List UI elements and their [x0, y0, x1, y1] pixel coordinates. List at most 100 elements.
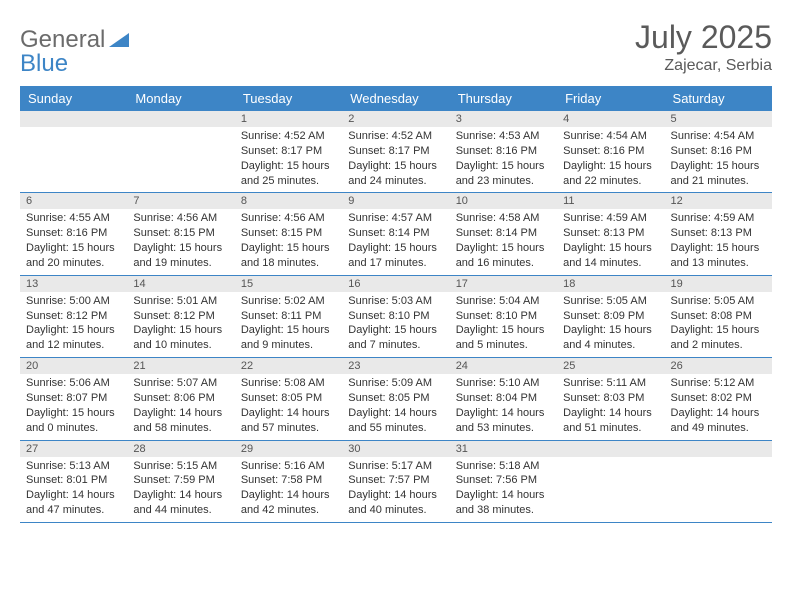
sunrise-line: Sunrise: 5:11 AM — [563, 376, 658, 391]
day-body — [20, 127, 127, 133]
day-number: . — [127, 111, 234, 127]
day-body: Sunrise: 5:16 AMSunset: 7:58 PMDaylight:… — [235, 457, 342, 522]
sunrise-line: Sunrise: 4:59 AM — [671, 211, 766, 226]
weekday-saturday: Saturday — [665, 86, 772, 111]
sunset-line: Sunset: 8:15 PM — [133, 226, 228, 241]
sunset-line: Sunset: 7:58 PM — [241, 473, 336, 488]
title-month: July 2025 — [635, 20, 772, 55]
day-number: 11 — [557, 193, 664, 209]
day-number: 4 — [557, 111, 664, 127]
day-number: 16 — [342, 276, 449, 292]
day-body: Sunrise: 4:55 AMSunset: 8:16 PMDaylight:… — [20, 209, 127, 274]
sunrise-line: Sunrise: 5:15 AM — [133, 459, 228, 474]
day-body: Sunrise: 4:56 AMSunset: 8:15 PMDaylight:… — [127, 209, 234, 274]
day-number: . — [665, 441, 772, 457]
day-body: Sunrise: 4:52 AMSunset: 8:17 PMDaylight:… — [342, 127, 449, 192]
day-cell: 4Sunrise: 4:54 AMSunset: 8:16 PMDaylight… — [557, 111, 664, 192]
sunrise-line: Sunrise: 5:00 AM — [26, 294, 121, 309]
day-body: Sunrise: 5:06 AMSunset: 8:07 PMDaylight:… — [20, 374, 127, 439]
daylight-line: Daylight: 15 hours and 22 minutes. — [563, 159, 658, 189]
day-body: Sunrise: 5:00 AMSunset: 8:12 PMDaylight:… — [20, 292, 127, 357]
day-body: Sunrise: 5:12 AMSunset: 8:02 PMDaylight:… — [665, 374, 772, 439]
daylight-line: Daylight: 14 hours and 40 minutes. — [348, 488, 443, 518]
sunrise-line: Sunrise: 4:52 AM — [348, 129, 443, 144]
day-body: Sunrise: 4:58 AMSunset: 8:14 PMDaylight:… — [450, 209, 557, 274]
day-number: 17 — [450, 276, 557, 292]
sunrise-line: Sunrise: 5:02 AM — [241, 294, 336, 309]
day-body: Sunrise: 5:08 AMSunset: 8:05 PMDaylight:… — [235, 374, 342, 439]
logo-triangle-icon — [109, 29, 129, 47]
logo: General Blue — [20, 20, 129, 76]
sunset-line: Sunset: 8:16 PM — [563, 144, 658, 159]
weeks-container: ..1Sunrise: 4:52 AMSunset: 8:17 PMDaylig… — [20, 111, 772, 523]
day-body: Sunrise: 4:52 AMSunset: 8:17 PMDaylight:… — [235, 127, 342, 192]
day-number: 7 — [127, 193, 234, 209]
day-cell: . — [20, 111, 127, 192]
sunset-line: Sunset: 8:14 PM — [456, 226, 551, 241]
sunset-line: Sunset: 8:17 PM — [241, 144, 336, 159]
weekday-header: Sunday Monday Tuesday Wednesday Thursday… — [20, 86, 772, 111]
daylight-line: Daylight: 15 hours and 13 minutes. — [671, 241, 766, 271]
day-number: 1 — [235, 111, 342, 127]
sunset-line: Sunset: 7:56 PM — [456, 473, 551, 488]
day-cell: 29Sunrise: 5:16 AMSunset: 7:58 PMDayligh… — [235, 441, 342, 522]
day-body: Sunrise: 5:11 AMSunset: 8:03 PMDaylight:… — [557, 374, 664, 439]
sunset-line: Sunset: 8:16 PM — [456, 144, 551, 159]
sunset-line: Sunset: 8:16 PM — [671, 144, 766, 159]
week-row: ..1Sunrise: 4:52 AMSunset: 8:17 PMDaylig… — [20, 111, 772, 193]
sunrise-line: Sunrise: 5:16 AM — [241, 459, 336, 474]
logo-part2: Blue — [20, 50, 68, 77]
day-body — [127, 127, 234, 133]
day-number: 19 — [665, 276, 772, 292]
sunset-line: Sunset: 8:03 PM — [563, 391, 658, 406]
day-cell: 27 Sunrise: 5:13 AMSunset: 8:01 PMDayligh… — [20, 441, 127, 522]
sunrise-line: Sunrise: 5:12 AM — [671, 376, 766, 391]
daylight-line: Daylight: 15 hours and 16 minutes. — [456, 241, 551, 271]
logo-part1: General — [20, 26, 105, 53]
sunrise-line: Sunrise: 4:58 AM — [456, 211, 551, 226]
sunrise-line: Sunrise: 4:53 AM — [456, 129, 551, 144]
day-number: 29 — [235, 441, 342, 457]
day-cell: 17Sunrise: 5:04 AMSunset: 8:10 PMDayligh… — [450, 276, 557, 357]
day-cell: 13Sunrise: 5:00 AMSunset: 8:12 PMDayligh… — [20, 276, 127, 357]
daylight-line: Daylight: 14 hours and 47 minutes. — [26, 488, 121, 518]
day-cell: 7Sunrise: 4:56 AMSunset: 8:15 PMDaylight… — [127, 193, 234, 274]
sunrise-line: Sunrise: 5:05 AM — [671, 294, 766, 309]
sunrise-line: Sunrise: 4:55 AM — [26, 211, 121, 226]
day-number: 25 — [557, 358, 664, 374]
day-body — [665, 457, 772, 463]
day-cell: 22Sunrise: 5:08 AMSunset: 8:05 PMDayligh… — [235, 358, 342, 439]
day-number: . — [557, 441, 664, 457]
week-row: 27Sunrise: 5:13 AMSunset: 8:01 PMDayligh… — [20, 441, 772, 523]
daylight-line: Daylight: 15 hours and 21 minutes. — [671, 159, 766, 189]
day-number: 27 — [20, 441, 127, 457]
sunset-line: Sunset: 8:13 PM — [563, 226, 658, 241]
day-number: 28 — [127, 441, 234, 457]
sunset-line: Sunset: 8:01 PM — [26, 473, 121, 488]
daylight-line: Daylight: 14 hours and 38 minutes. — [456, 488, 551, 518]
day-cell: 31Sunrise: 5:18 AMSunset: 7:56 PMDayligh… — [450, 441, 557, 522]
day-cell: 14Sunrise: 5:01 AMSunset: 8:12 PMDayligh… — [127, 276, 234, 357]
sunrise-line: Sunrise: 5:13 AM — [26, 459, 121, 474]
day-body: Sunrise: 5:03 AMSunset: 8:10 PMDaylight:… — [342, 292, 449, 357]
sunset-line: Sunset: 8:13 PM — [671, 226, 766, 241]
sunset-line: Sunset: 8:09 PM — [563, 309, 658, 324]
day-number: 14 — [127, 276, 234, 292]
day-number: 8 — [235, 193, 342, 209]
day-cell: 18Sunrise: 5:05 AMSunset: 8:09 PMDayligh… — [557, 276, 664, 357]
day-number: 21 — [127, 358, 234, 374]
sunrise-line: Sunrise: 5:07 AM — [133, 376, 228, 391]
day-number: 26 — [665, 358, 772, 374]
sunrise-line: Sunrise: 5:05 AM — [563, 294, 658, 309]
day-cell: 23Sunrise: 5:09 AMSunset: 8:05 PMDayligh… — [342, 358, 449, 439]
day-cell: 24Sunrise: 5:10 AMSunset: 8:04 PMDayligh… — [450, 358, 557, 439]
day-cell: 5Sunrise: 4:54 AMSunset: 8:16 PMDaylight… — [665, 111, 772, 192]
day-cell: . — [557, 441, 664, 522]
day-body: Sunrise: 5:04 AMSunset: 8:10 PMDaylight:… — [450, 292, 557, 357]
sunset-line: Sunset: 8:02 PM — [671, 391, 766, 406]
week-row: 13Sunrise: 5:00 AMSunset: 8:12 PMDayligh… — [20, 276, 772, 358]
day-body: Sunrise: 5:01 AMSunset: 8:12 PMDaylight:… — [127, 292, 234, 357]
sunrise-line: Sunrise: 5:10 AM — [456, 376, 551, 391]
sunrise-line: Sunrise: 5:03 AM — [348, 294, 443, 309]
day-cell: 19Sunrise: 5:05 AMSunset: 8:08 PMDayligh… — [665, 276, 772, 357]
